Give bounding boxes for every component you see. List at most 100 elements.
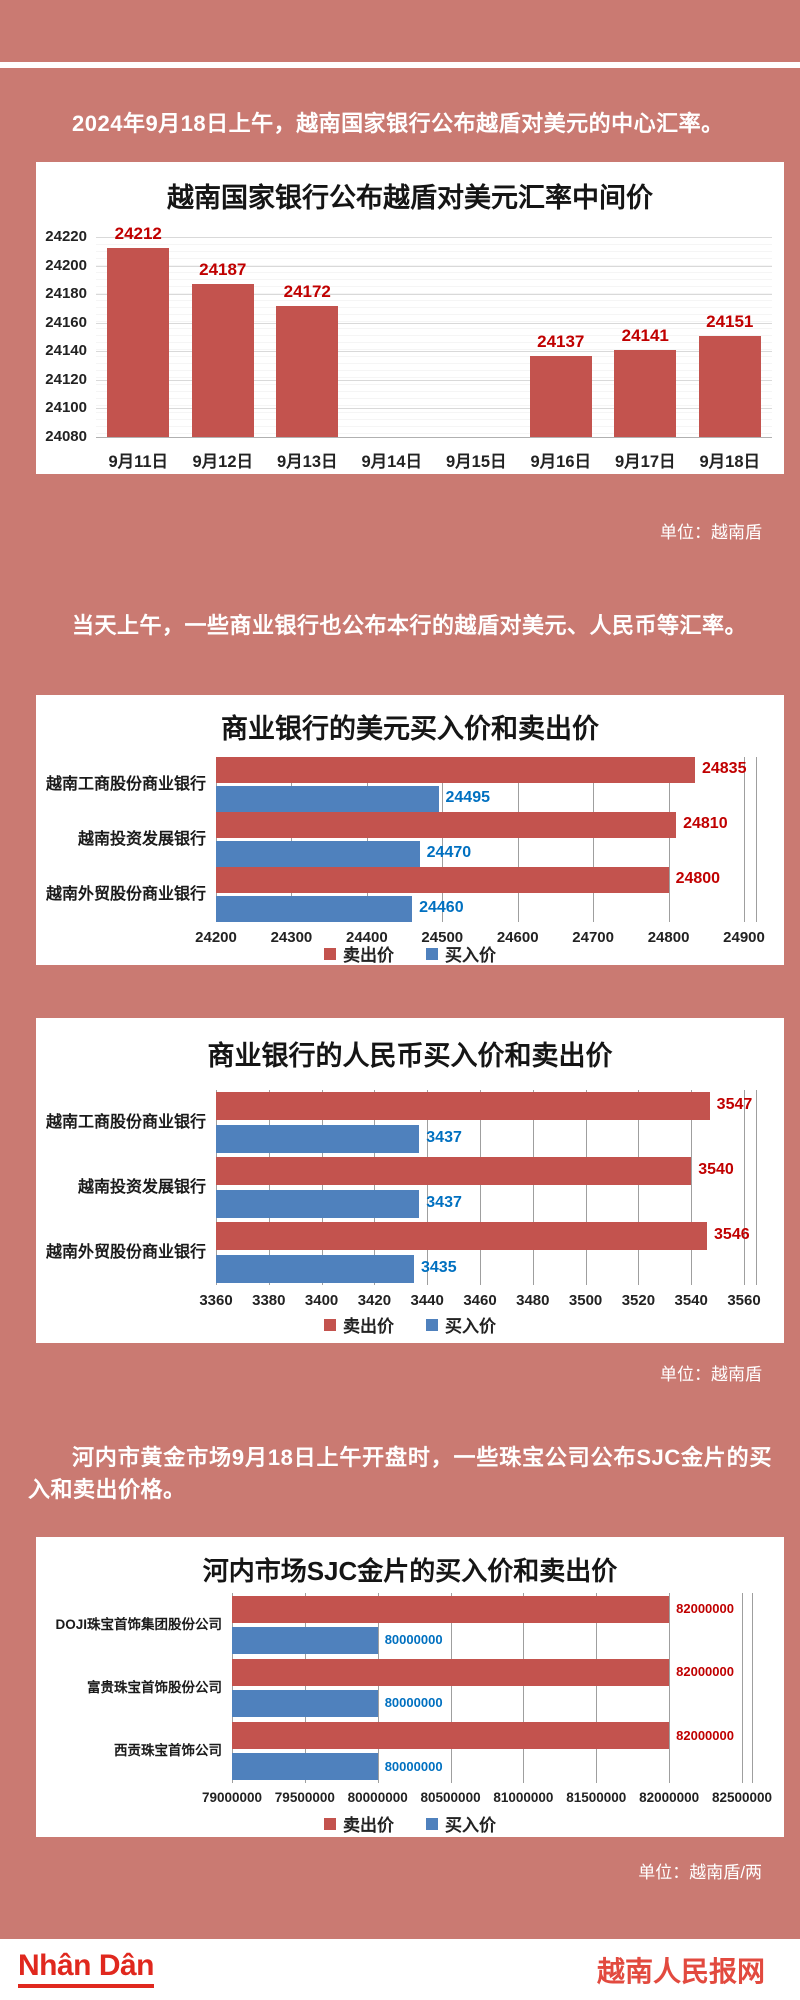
grid-line bbox=[96, 437, 772, 438]
value-label: 24187 bbox=[199, 260, 247, 280]
x-axis-tick-label: 82500000 bbox=[711, 1790, 773, 1805]
x-axis-tick-label: 81000000 bbox=[493, 1790, 554, 1805]
bar bbox=[216, 786, 439, 812]
legend: 卖出价 买入价 bbox=[36, 941, 784, 966]
unit-note-vnd-per-tael: 单位：越南盾/两 bbox=[638, 1863, 762, 1882]
bar bbox=[698, 335, 761, 437]
legend-label: 卖出价 bbox=[343, 946, 394, 965]
grid-line bbox=[669, 1593, 671, 1783]
x-axis-tick-label: 24600 bbox=[496, 929, 539, 946]
bar bbox=[216, 867, 669, 893]
unit-note-vnd-2: 单位：越南盾 bbox=[660, 1365, 762, 1384]
legend-swatch bbox=[426, 1817, 438, 1830]
bar bbox=[276, 305, 339, 437]
chart-title: 商业银行的人民币买入价和卖出价 bbox=[207, 1041, 613, 1071]
y-axis-tick-label: 24180 bbox=[45, 285, 87, 303]
grid-line bbox=[96, 379, 772, 381]
grid-line bbox=[268, 1090, 270, 1285]
grid-line bbox=[216, 1090, 217, 1285]
grid-line bbox=[96, 237, 772, 238]
value-label: 24810 bbox=[683, 815, 728, 833]
x-axis-category-label: 9月11日 bbox=[108, 453, 169, 471]
legend-swatch bbox=[324, 1817, 336, 1830]
value-label: 82000000 bbox=[676, 1727, 734, 1743]
grid-line bbox=[450, 1593, 452, 1783]
top-divider-line bbox=[0, 62, 800, 68]
bar bbox=[216, 1092, 710, 1120]
plot-area bbox=[96, 237, 772, 438]
grid-line bbox=[96, 351, 772, 353]
legend-item: 买入价 bbox=[426, 1811, 496, 1836]
legend-item: 卖出价 bbox=[324, 1811, 394, 1836]
value-label: 80000000 bbox=[384, 1758, 443, 1774]
plot-area: 3547 3437 3540 3437 3546 3435 bbox=[216, 1090, 757, 1285]
value-label: 24212 bbox=[114, 224, 162, 244]
grid-line bbox=[596, 1593, 598, 1783]
legend-label: 买入价 bbox=[445, 1317, 496, 1336]
legend-label: 卖出价 bbox=[343, 1317, 394, 1336]
x-axis-tick-label: 3520 bbox=[621, 1292, 656, 1309]
legend: 卖出价 买入价 bbox=[36, 1811, 784, 1836]
x-axis-tick-label: 80000000 bbox=[347, 1790, 408, 1805]
bar bbox=[232, 1690, 378, 1717]
value-label: 24835 bbox=[701, 760, 747, 778]
grid-line bbox=[442, 757, 444, 922]
y-axis-tick-label: 24140 bbox=[45, 342, 87, 360]
bar bbox=[232, 1626, 378, 1654]
x-axis-tick-label: 3400 bbox=[304, 1292, 339, 1309]
value-label: 3547 bbox=[716, 1096, 753, 1114]
bar bbox=[216, 841, 420, 867]
value-label: 24137 bbox=[537, 331, 585, 351]
value-label: 3540 bbox=[698, 1161, 734, 1179]
x-axis-tick-label: 24200 bbox=[195, 929, 237, 946]
legend-item: 买入价 bbox=[426, 941, 496, 966]
value-label: 24141 bbox=[621, 325, 669, 345]
grid-line bbox=[744, 757, 745, 922]
x-axis-tick-label: 24700 bbox=[572, 929, 614, 946]
grid-line bbox=[532, 1090, 534, 1285]
bar bbox=[232, 1753, 378, 1781]
bar bbox=[107, 248, 170, 437]
site-name: 越南人民报网 bbox=[596, 1955, 765, 1987]
grid-line bbox=[374, 1090, 376, 1285]
legend-swatch bbox=[426, 947, 438, 960]
grid-line bbox=[366, 757, 368, 922]
x-axis-tick-label: 3380 bbox=[252, 1292, 286, 1309]
value-label: 24800 bbox=[675, 870, 721, 888]
grid-line bbox=[638, 1090, 640, 1285]
value-label: 3546 bbox=[714, 1226, 750, 1244]
grid-line bbox=[96, 265, 772, 267]
legend-swatch bbox=[426, 1318, 438, 1331]
plot-area: 24835 24495 24810 24470 24800 24460 bbox=[216, 757, 757, 922]
bar bbox=[216, 1190, 420, 1218]
value-label: 24460 bbox=[419, 899, 464, 917]
bar bbox=[232, 1659, 670, 1686]
intro-paragraph-gold: 河内市黄金市场9月18日上午开盘时，一些珠宝公司公布SJC金片的买入和卖出价格。 bbox=[28, 1445, 772, 1502]
x-axis-category-label: 9月14日 bbox=[361, 453, 423, 471]
grid-line bbox=[216, 757, 217, 922]
grid-line bbox=[96, 408, 772, 410]
bar bbox=[232, 1722, 670, 1750]
grid-line bbox=[593, 757, 595, 922]
x-axis-tick-label: 24300 bbox=[270, 929, 313, 946]
category-label: 越南外贸股份商业银行 bbox=[45, 885, 206, 903]
category-label: 越南工商股份商业银行 bbox=[45, 775, 206, 793]
x-axis-tick-label: 24400 bbox=[345, 929, 388, 946]
x-axis-tick-label: 82000000 bbox=[639, 1790, 700, 1805]
y-axis-tick-label: 24160 bbox=[45, 313, 87, 331]
category-label: 富贵珠宝首饰股份公司 bbox=[87, 1680, 222, 1695]
bar bbox=[216, 1255, 414, 1283]
bar bbox=[216, 812, 677, 838]
x-axis-tick-label: 3500 bbox=[568, 1292, 603, 1309]
bar bbox=[216, 1222, 708, 1250]
legend-label: 买入价 bbox=[445, 946, 496, 965]
intro-paragraph-central-rate: 2024年9月18日上午，越南国家银行公布越盾对美元的中心汇率。 bbox=[72, 111, 724, 136]
grid-line bbox=[517, 757, 519, 922]
chart-title: 商业银行的美元买入价和卖出价 bbox=[221, 714, 599, 744]
x-axis-tick-label: 24900 bbox=[723, 929, 765, 946]
grid-line bbox=[96, 322, 772, 324]
value-label: 24151 bbox=[706, 311, 754, 331]
grid-line bbox=[691, 1090, 693, 1285]
chart-card-central-rate: 越南国家银行公布越盾对美元汇率中间价 24080 24100 24120 24140 24… bbox=[36, 162, 784, 474]
category-label: 越南投资发展银行 bbox=[77, 1178, 206, 1196]
